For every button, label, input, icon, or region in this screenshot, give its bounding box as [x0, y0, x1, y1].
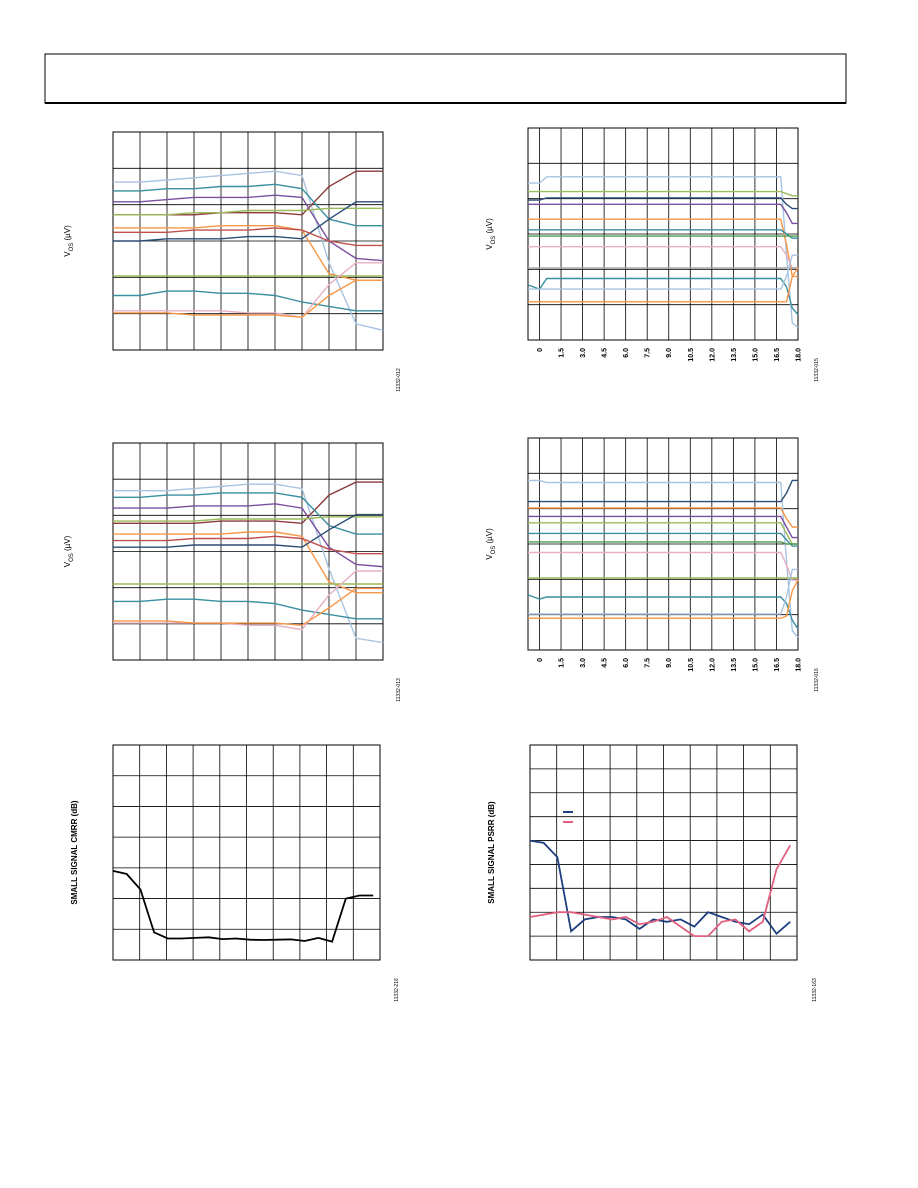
- y-axis-label-part: (µV): [63, 225, 72, 243]
- x-tick-label: 18.0: [796, 348, 803, 362]
- series-line: [113, 503, 384, 568]
- series-line: [113, 492, 383, 535]
- series-line: [113, 481, 383, 525]
- figure-id: 11332-216: [394, 978, 400, 1002]
- y-axis-label-part: V: [485, 244, 494, 250]
- series-line: [528, 551, 798, 581]
- x-tick-label: 12.0: [709, 348, 716, 362]
- series-line: [113, 201, 383, 242]
- y-axis-label-part: V: [485, 554, 494, 560]
- x-tick-label: 10.5: [688, 658, 695, 672]
- x-tick-label: 3.0: [580, 348, 587, 358]
- series-line: [113, 598, 383, 620]
- header-box: [44, 53, 847, 104]
- series-line: [528, 218, 798, 278]
- x-tick-label: 9.0: [666, 658, 673, 668]
- x-tick-label: 13.5: [731, 658, 738, 672]
- x-tick-label: 18.0: [796, 658, 803, 672]
- x-tick-label: 7.5: [645, 658, 652, 668]
- series-line: [113, 513, 383, 548]
- x-tick-label: 1.5: [559, 658, 566, 668]
- y-axis-label-part: OS: [69, 243, 75, 252]
- y-axis-label: SMALL SIGNAL PSRR (dB): [487, 801, 496, 904]
- x-tick-label: 6.0: [623, 348, 630, 358]
- x-tick-label: 10.5: [688, 348, 695, 362]
- figure-id: 11332-012: [396, 368, 402, 392]
- series-line: [528, 190, 798, 197]
- series-line: [529, 844, 791, 937]
- x-tick-label: 6.0: [623, 658, 630, 668]
- series-line: [113, 262, 383, 319]
- y-axis-label-part: OS: [69, 553, 75, 562]
- figure-id: 11332-013: [396, 678, 402, 702]
- y-axis-label-part: V: [63, 251, 72, 257]
- series-line: [113, 194, 384, 262]
- y-axis-label: VOS (µV): [63, 535, 75, 567]
- series-line: [528, 479, 799, 638]
- series-line: [113, 587, 383, 627]
- figure-id: 11332-016: [814, 668, 820, 692]
- y-axis-label-part: OS: [491, 236, 497, 245]
- series-line: [528, 507, 798, 528]
- series-line: [113, 207, 383, 216]
- x-tick-label: 9.0: [666, 348, 673, 358]
- x-tick-label: 16.5: [774, 348, 781, 362]
- x-tick-label: 15.0: [752, 658, 759, 672]
- x-tick-label: 3.0: [580, 658, 587, 668]
- series-line: [113, 570, 383, 631]
- series-line: [528, 579, 799, 619]
- x-tick-label: 12.0: [709, 658, 716, 672]
- x-tick-label: 4.5: [602, 658, 609, 668]
- series-line: [113, 531, 383, 594]
- y-axis-label-part: OS: [491, 546, 497, 555]
- y-axis-label: VOS (µV): [485, 528, 497, 560]
- series-line: [528, 522, 798, 545]
- series-line: [528, 203, 798, 225]
- series-line: [528, 267, 799, 303]
- series-line: [113, 183, 383, 227]
- x-tick-label: 0: [537, 658, 544, 662]
- y-axis-label-part: (µV): [485, 218, 494, 236]
- y-axis-label-part: (µV): [485, 528, 494, 546]
- series-line: [112, 870, 374, 943]
- series-line: [113, 290, 383, 312]
- series-line: [113, 279, 383, 319]
- series-line: [113, 170, 384, 332]
- x-tick-label: 0: [537, 348, 544, 352]
- y-axis-label-part: (µV): [63, 535, 72, 553]
- series-line: [528, 254, 798, 290]
- y-axis-label: SMALL SIGNAL CMRR (dB): [70, 800, 79, 904]
- series-line: [113, 483, 384, 644]
- series-line: [528, 515, 798, 539]
- x-tick-label: 1.5: [559, 348, 566, 358]
- x-tick-label: 4.5: [602, 348, 609, 358]
- series-line: [113, 227, 383, 247]
- series-line: [528, 568, 798, 615]
- series-line: [527, 277, 799, 316]
- x-tick-label: 7.5: [645, 348, 652, 358]
- series-line: [113, 516, 383, 522]
- series-line: [527, 594, 799, 630]
- figure-id: 11332-163: [812, 978, 818, 1002]
- y-axis-label: VOS (µV): [485, 218, 497, 250]
- series-line: [528, 197, 798, 210]
- y-axis-label-part: V: [63, 561, 72, 567]
- series-line: [528, 479, 798, 503]
- x-tick-label: 15.0: [752, 348, 759, 362]
- figure-id: 11332-015: [814, 358, 820, 382]
- series-line: [113, 535, 383, 555]
- x-tick-label: 13.5: [731, 348, 738, 362]
- series-line: [528, 541, 798, 545]
- y-axis-label: VOS (µV): [63, 225, 75, 257]
- x-tick-label: 16.5: [774, 658, 781, 672]
- series-line: [529, 839, 791, 936]
